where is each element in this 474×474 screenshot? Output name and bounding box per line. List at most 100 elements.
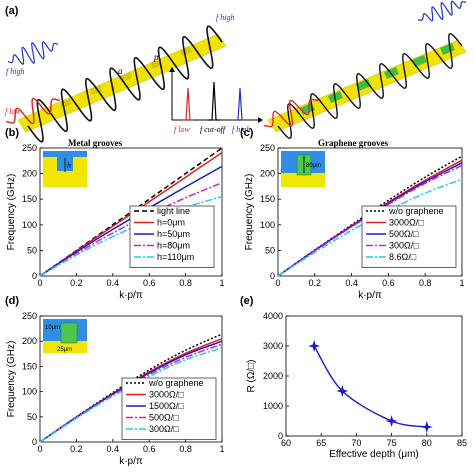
series-line-1 — [313, 345, 427, 428]
inset-metal-wall-right — [73, 157, 87, 173]
data-point-star — [420, 421, 433, 433]
x-tick-label: 0 — [37, 278, 42, 288]
legend-label: h=110μm — [157, 252, 194, 262]
legend-box — [361, 205, 457, 268]
inset-metal-base — [43, 341, 87, 353]
high-freq-wave-packet — [7, 41, 59, 65]
x-tick-label: 60 — [281, 438, 291, 448]
inset-metal-base — [43, 171, 87, 187]
spectrum-peak-high — [234, 87, 246, 121]
high-freq-wave-packet-right — [417, 0, 467, 22]
y-tick-label: 0 — [278, 431, 283, 441]
label-a: a — [118, 66, 123, 76]
metal-groove-notches — [60, 46, 192, 108]
f-low-label-left: f low — [5, 107, 21, 116]
y-tick-label: 50 — [27, 245, 37, 255]
y-tick-label: 250 — [22, 143, 37, 153]
legend-label: 3000Ω/□ — [149, 390, 184, 400]
y-tick-label: 0 — [270, 271, 275, 281]
arrow-head-icon — [169, 67, 175, 72]
panel-label-e: (e) — [240, 295, 254, 307]
data-point-star — [385, 415, 398, 427]
y-tick-label: 4000 — [263, 311, 283, 321]
legend-label: 500Ω/□ — [149, 413, 179, 423]
spectrum-f-high: f high — [232, 125, 250, 134]
x-tick-label: 0.2 — [70, 278, 83, 288]
y-tick-label: 100 — [22, 220, 37, 230]
x-tick-label: 1 — [219, 444, 224, 454]
f-high-label-left: f high — [6, 67, 24, 76]
y-tick-label: 50 — [27, 412, 37, 422]
metal-grooves-schematic: f high f low f high a p Metal grooves — [5, 13, 234, 148]
x-tick-label: 0.2 — [70, 444, 83, 454]
x-tick-label: 0.6 — [143, 278, 156, 288]
spectrum-f-cutoff: f cut-off — [200, 125, 227, 134]
legend-label: 300Ω/□ — [149, 424, 179, 434]
y-tick-label: 200 — [22, 169, 37, 179]
y-axis-label: Frequency (GHz) — [6, 174, 17, 251]
chart-panel-e: (e) 60 65 70 75 80 85 0 1000 2000 3000 4000 Effectiv… — [240, 295, 467, 460]
graphene-grooves-caption: Graphene grooves — [318, 138, 389, 148]
legend-box — [121, 377, 217, 440]
x-tick-label: 0.6 — [382, 278, 395, 288]
legend-label: h=0μm — [157, 218, 185, 228]
y-tick-label: 100 — [260, 220, 275, 230]
y-tick-label: 2000 — [263, 371, 283, 381]
x-tick-label: 0.8 — [179, 444, 192, 454]
chart-panel-d: (d) 0 0.2 0.4 0.6 0.8 1 0 50 100 150 200 250 k·p/π Fre… — [5, 295, 225, 467]
y-tick-label: 150 — [22, 361, 37, 371]
x-axis-label: k·p/π — [119, 290, 143, 301]
y-tick-label: 200 — [22, 336, 37, 346]
y-tick-label: 200 — [260, 169, 275, 179]
inset-label-depth: 80μm — [306, 163, 321, 169]
y-tick-label: 100 — [22, 387, 37, 397]
x-tick-label: 0.4 — [107, 444, 120, 454]
legend-label: 300Ω/□ — [389, 241, 419, 251]
legend-label: 8.6Ω/□ — [389, 252, 417, 262]
low-freq-wave-packet-right — [263, 98, 319, 128]
x-tick-label: 85 — [457, 438, 467, 448]
x-tick-label: 0 — [37, 444, 42, 454]
label-p: p — [153, 52, 159, 62]
legend-label: w/o graphene — [148, 378, 204, 388]
y-tick-label: 0 — [32, 271, 37, 281]
f-high-label-right-arrow: f high — [216, 13, 234, 22]
x-axis-label: k·p/π — [119, 456, 143, 467]
metal-wave — [27, 25, 223, 143]
x-axis-label: Effective depth (μm) — [329, 449, 419, 460]
y-axis-label: Frequency (GHz) — [6, 341, 17, 418]
data-point-star — [308, 340, 321, 352]
low-freq-wave-packet — [5, 97, 61, 125]
y-tick-label: 150 — [22, 194, 37, 204]
x-tick-label: 80 — [422, 438, 432, 448]
inset-label-period: 25μm — [57, 347, 72, 353]
spectrum-peak-cutoff — [208, 81, 220, 121]
arrow-head-icon — [258, 117, 263, 123]
legend-label: h=80μm — [157, 241, 190, 251]
graphene-wave — [277, 32, 463, 140]
y-axis-label: Frequency (GHz) — [244, 174, 255, 251]
x-axis-label: k·p/π — [358, 290, 382, 301]
spectrum-sketch: f low f cut-off f high — [169, 67, 263, 134]
x-tick-label: 75 — [387, 438, 397, 448]
x-tick-label: 0.8 — [179, 278, 192, 288]
spectrum-f-low: f low — [174, 125, 190, 134]
panel-label-c: (c) — [240, 127, 254, 139]
legend-label: 500Ω/□ — [389, 229, 419, 239]
x-tick-label: 0.2 — [309, 278, 322, 288]
y-axis-label: R (Ω/□) — [246, 360, 257, 393]
x-tick-label: 0.4 — [345, 278, 358, 288]
inset-label-width: 10μm — [45, 325, 60, 331]
inset-metal-wall-left — [43, 157, 57, 173]
x-tick-label: 0.6 — [143, 444, 156, 454]
chart-panel-c: (c) 0 0.2 0.4 0.6 0.8 1 0 50 100 150 200 250 k·p/π Fre… — [240, 127, 465, 301]
x-tick-label: 65 — [316, 438, 326, 448]
legend-label: 3000Ω/□ — [389, 218, 424, 228]
y-tick-label: 3000 — [263, 341, 283, 351]
inset-graphene-groove — [60, 322, 78, 344]
data-point-star — [336, 385, 349, 397]
panel-label-a: (a) — [5, 5, 19, 17]
charts-layer: (b)0 0.2 0.4 0.6 0.8 1050100150200250k·p/πFre… — [5, 127, 467, 467]
x-tick-label: 1 — [219, 278, 224, 288]
